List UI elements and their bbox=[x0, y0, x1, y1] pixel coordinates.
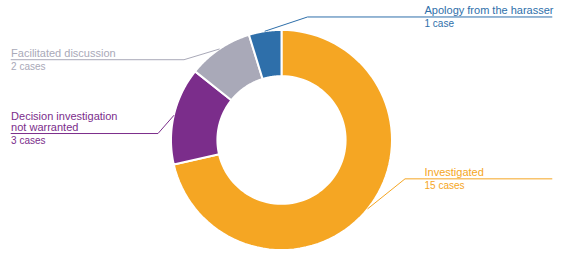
svg-text:Decision investigationnot warr: Decision investigationnot warranted bbox=[11, 110, 117, 133]
svg-text:2 cases: 2 cases bbox=[11, 61, 45, 72]
svg-text:15 cases: 15 cases bbox=[425, 180, 465, 191]
svg-text:3 cases: 3 cases bbox=[11, 135, 45, 146]
svg-text:Apology from the harasser: Apology from the harasser bbox=[425, 4, 554, 16]
svg-text:1 case: 1 case bbox=[425, 18, 455, 29]
svg-text:Investigated: Investigated bbox=[425, 166, 484, 178]
svg-text:Facilitated discussion: Facilitated discussion bbox=[11, 47, 116, 59]
